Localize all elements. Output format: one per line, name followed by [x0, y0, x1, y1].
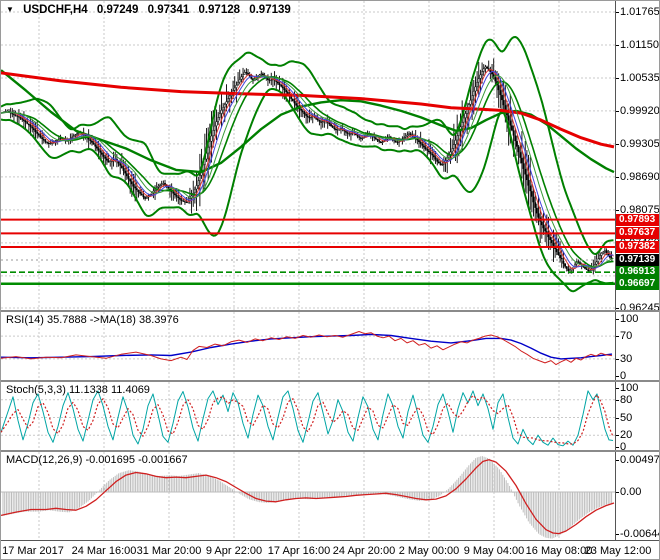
macd-axis: 0.004975 0.00 -0.006447: [616, 452, 660, 540]
price-axis[interactable]: 1.01765 1.01150 1.00535 0.99920 0.99305 0.986…: [616, 1, 660, 314]
time-axis-label: 9 Apr 22:00: [205, 545, 263, 557]
axis-tick-label: 0.98690: [616, 170, 660, 183]
resistance-level-badge: 0.97382: [616, 241, 659, 254]
axis-tick-label: 0.99305: [616, 137, 660, 150]
resistance-level-badge: 0.97637: [616, 227, 659, 240]
time-axis-label: 31 Mar 20:00: [136, 545, 202, 557]
axis-tick-label: 0.98075: [616, 203, 660, 216]
axis-tick-label: 50: [616, 412, 659, 424]
axis-tick-label: 20: [616, 430, 659, 441]
macd-plot-area[interactable]: [1, 452, 616, 540]
support-level-badge: 0.96913: [616, 266, 659, 279]
price-chart-canvas[interactable]: [1, 1, 615, 310]
time-axis-label: 24 Mar 16:00: [71, 545, 137, 557]
quote-close: 0.97139: [249, 4, 291, 16]
rsi-plot-area[interactable]: [1, 312, 616, 380]
price-plot-area[interactable]: [1, 1, 616, 310]
quote-high: 0.97341: [147, 4, 190, 16]
panel-separator[interactable]: [1, 450, 659, 452]
axis-tick-label: 0.004975: [616, 453, 660, 466]
time-axis-label: 16 May 08:00: [525, 545, 593, 557]
current-price-badge: 0.97139: [616, 254, 659, 267]
rsi-canvas[interactable]: [1, 312, 615, 380]
main-chart-panel: ▼ USDCHF,H4 0.97249 0.97341 0.97128 0.97…: [1, 1, 660, 314]
axis-tick-label: 100: [616, 383, 659, 394]
macd-panel: MACD(12,26,9) -0.001695 -0.001667 0.0049…: [1, 452, 660, 540]
time-axis-label: 17 Mar 2017: [2, 545, 64, 557]
axis-tick-label: 80: [616, 394, 659, 406]
axis-tick-label: 1.00535: [616, 71, 660, 84]
axis-tick-label: 1.01150: [616, 39, 659, 51]
axis-tick-label: 0: [616, 371, 659, 382]
time-axis-label: 23 May 12:00: [584, 545, 652, 557]
time-axis[interactable]: 17 Mar 2017 24 Mar 16:00 31 Mar 20:00 9 Apr…: [1, 542, 659, 559]
macd-label: MACD(12,26,9) -0.001695 -0.001667: [6, 454, 188, 466]
resistance-level-badge: 0.97893: [616, 213, 659, 226]
panel-separator[interactable]: [1, 380, 659, 382]
axis-tick-label: -0.006447: [616, 528, 659, 540]
axis-tick-label: 0.00: [616, 487, 659, 498]
panel-separator: [1, 540, 659, 541]
axis-tick-label: 1.01765: [616, 6, 660, 18]
symbol-timeframe: USDCHF,H4: [23, 4, 88, 16]
panel-separator[interactable]: [1, 310, 659, 312]
stochastic-canvas[interactable]: [1, 382, 615, 450]
rsi-label: RSI(14) 35.7888 ->MA(18) 38.3976: [6, 314, 179, 326]
rsi-panel: RSI(14) 35.7888 ->MA(18) 38.3976 100 70 30…: [1, 312, 659, 382]
rsi-axis: 100 70 30 0: [616, 312, 659, 382]
time-axis-label: 2 May 00:00: [398, 545, 460, 557]
axis-tick-label: 70: [616, 331, 659, 342]
support-level-badge: 0.96697: [616, 277, 659, 290]
quote-low: 0.97128: [198, 4, 241, 16]
stochastic-axis: 100 80 50 20 0: [616, 382, 659, 453]
collapse-arrow-icon[interactable]: ▼: [6, 5, 14, 14]
chart-title: ▼ USDCHF,H4 0.97249 0.97341 0.97128 0.97…: [6, 4, 297, 16]
axis-tick-label: 0.96245: [616, 302, 660, 314]
stochastic-label: Stoch(5,3,3) 11.1338 11.4069: [6, 384, 150, 396]
quote-open: 0.97249: [96, 4, 139, 16]
time-axis-label: 24 Apr 20:00: [332, 545, 396, 557]
time-axis-label: 17 Apr 16:00: [267, 545, 331, 557]
stochastic-plot-area[interactable]: [1, 382, 616, 450]
axis-tick-label: 30: [616, 353, 659, 365]
stochastic-panel: Stoch(5,3,3) 11.1338 11.4069 100 80 50 20 0: [1, 382, 659, 453]
axis-tick-label: 0.99920: [616, 104, 660, 117]
axis-tick-label: 0: [616, 442, 659, 453]
time-axis-label: 9 May 04:00: [463, 545, 525, 557]
axis-tick-label: 100: [616, 314, 659, 325]
macd-canvas[interactable]: [1, 452, 615, 540]
